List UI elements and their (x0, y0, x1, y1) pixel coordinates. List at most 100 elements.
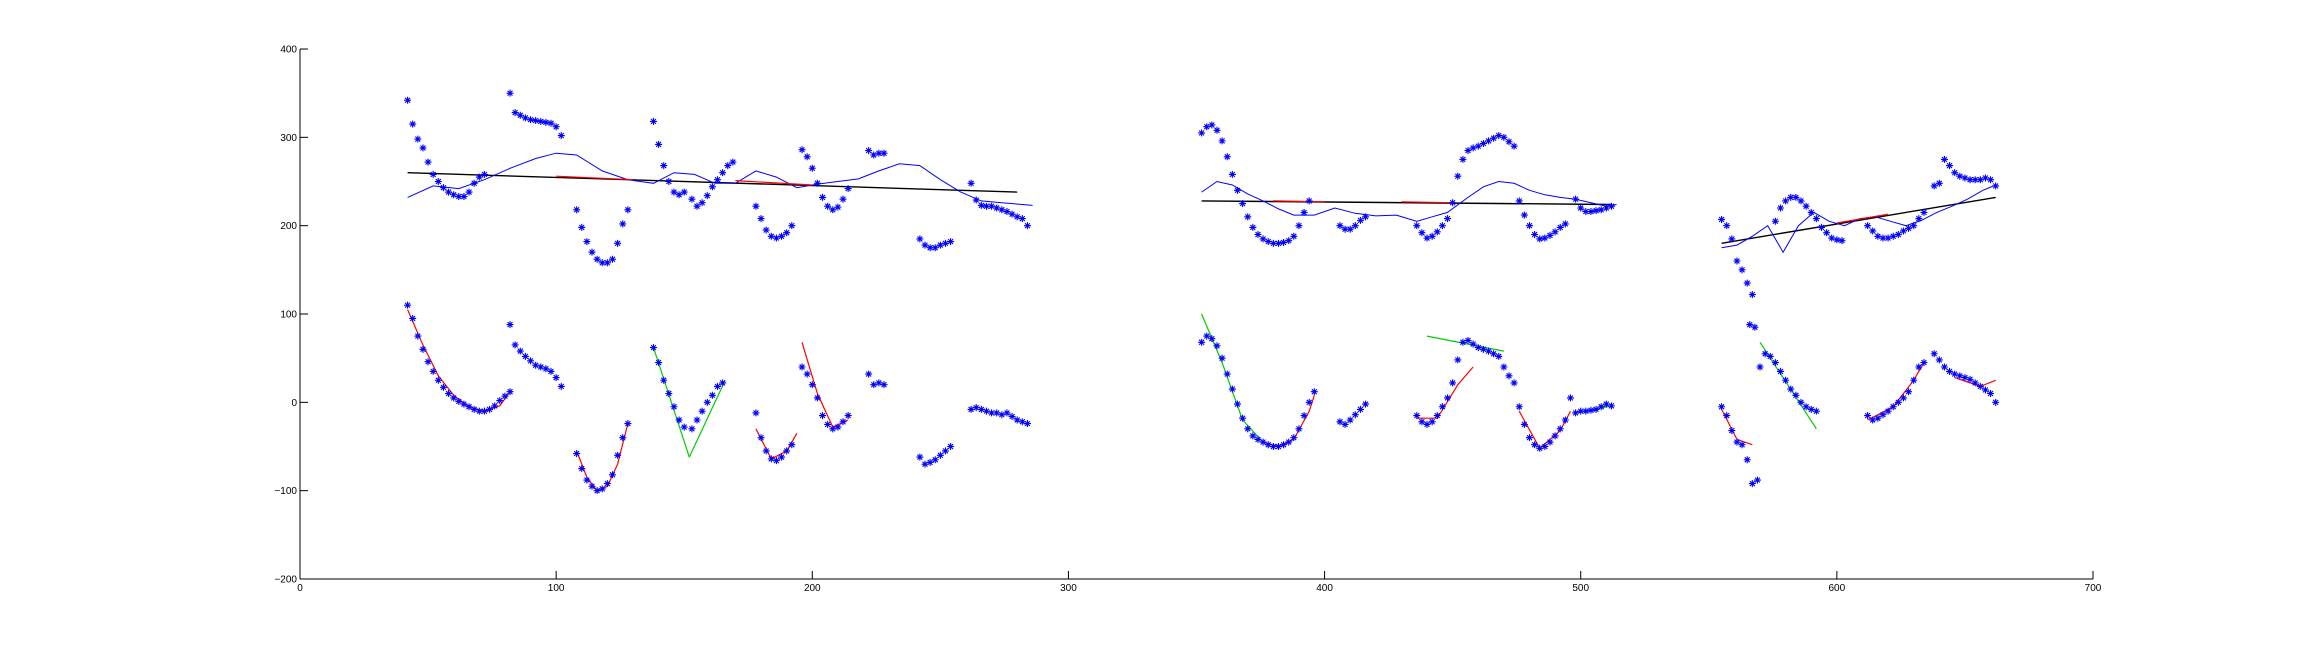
data-point (993, 409, 1001, 417)
data-point (783, 447, 791, 455)
data-point (1454, 172, 1462, 180)
data-point (1198, 129, 1206, 137)
x-tick-label: 600 (1829, 583, 1846, 594)
data-point (1520, 420, 1528, 428)
data-point (480, 407, 488, 415)
data-point (1218, 354, 1226, 362)
data-point (1966, 375, 1974, 383)
data-point (1592, 207, 1600, 215)
data-point (1748, 291, 1756, 299)
data-point (542, 365, 550, 373)
data-point (439, 383, 447, 391)
data-point (1869, 227, 1877, 235)
data-point (1479, 140, 1487, 148)
data-point (1828, 234, 1836, 242)
data-point (1546, 438, 1554, 446)
data-point (506, 388, 514, 396)
data-point (675, 191, 683, 199)
data-point (941, 447, 949, 455)
data-point (588, 482, 596, 490)
data-point (1003, 208, 1011, 216)
data-point (1454, 356, 1462, 364)
data-point (931, 456, 939, 464)
data-point (1264, 238, 1272, 246)
data-point (1864, 412, 1872, 420)
x-tick-label: 0 (297, 583, 303, 594)
data-point (419, 345, 427, 353)
data-point (803, 370, 811, 378)
data-point (1228, 170, 1236, 178)
data-point (1520, 211, 1528, 219)
data-point (1551, 228, 1559, 236)
data-point (1753, 476, 1761, 484)
data-point (808, 381, 816, 389)
data-point (1920, 208, 1928, 216)
data-point (537, 363, 545, 371)
data-point (598, 485, 606, 493)
data-point (783, 229, 791, 237)
data-point (1346, 416, 1354, 424)
data-point (1823, 229, 1831, 237)
data-point (982, 202, 990, 210)
data-point (1582, 208, 1590, 216)
data-point (772, 234, 780, 242)
data-point (1905, 224, 1913, 232)
data-point (675, 416, 683, 424)
data-point (926, 244, 934, 252)
data-point (557, 132, 565, 140)
data-point (1910, 376, 1918, 384)
data-point (1905, 388, 1913, 396)
x-tick-label: 400 (1316, 583, 1333, 594)
data-point (470, 179, 478, 187)
data-point (573, 450, 581, 458)
smooth-curve-line (1201, 180, 1617, 222)
data-point (516, 111, 524, 119)
data-point (916, 235, 924, 243)
data-point (1428, 418, 1436, 426)
data-point (693, 416, 701, 424)
data-point (1838, 237, 1846, 245)
data-point (1008, 210, 1016, 218)
data-point (724, 162, 732, 170)
data-point (1940, 155, 1948, 163)
data-point (1362, 213, 1370, 221)
data-point (424, 358, 432, 366)
data-point (1733, 438, 1741, 446)
data-point (619, 220, 627, 228)
data-point (988, 409, 996, 417)
data-point (767, 232, 775, 240)
data-point (1771, 217, 1779, 225)
data-point (1505, 372, 1513, 380)
data-point (916, 453, 924, 461)
data-point (649, 344, 657, 352)
data-point (844, 185, 852, 193)
data-point (460, 400, 468, 408)
data-point (1459, 155, 1467, 163)
data-point (1561, 416, 1569, 424)
data-point (1561, 220, 1569, 228)
data-point (573, 206, 581, 214)
x-tick-label: 700 (2085, 583, 2102, 594)
data-point (998, 411, 1006, 419)
data-point (1233, 400, 1241, 408)
data-point (1556, 223, 1564, 231)
data-point (977, 201, 985, 209)
fit-line (1401, 201, 1453, 204)
data-point (1418, 418, 1426, 426)
data-point (583, 476, 591, 484)
fit-line (801, 342, 849, 428)
data-point (1336, 418, 1344, 426)
x-tick-label: 100 (548, 583, 565, 594)
data-point (762, 226, 770, 234)
data-point (1879, 411, 1887, 419)
data-point (1728, 427, 1736, 435)
data-point (450, 191, 458, 199)
data-point (1546, 231, 1554, 239)
data-point (982, 407, 990, 415)
data-point (1874, 414, 1882, 422)
data-point (1771, 359, 1779, 367)
data-point (688, 425, 696, 433)
data-point (649, 117, 657, 125)
data-point (1444, 394, 1452, 402)
data-point (1930, 350, 1938, 358)
